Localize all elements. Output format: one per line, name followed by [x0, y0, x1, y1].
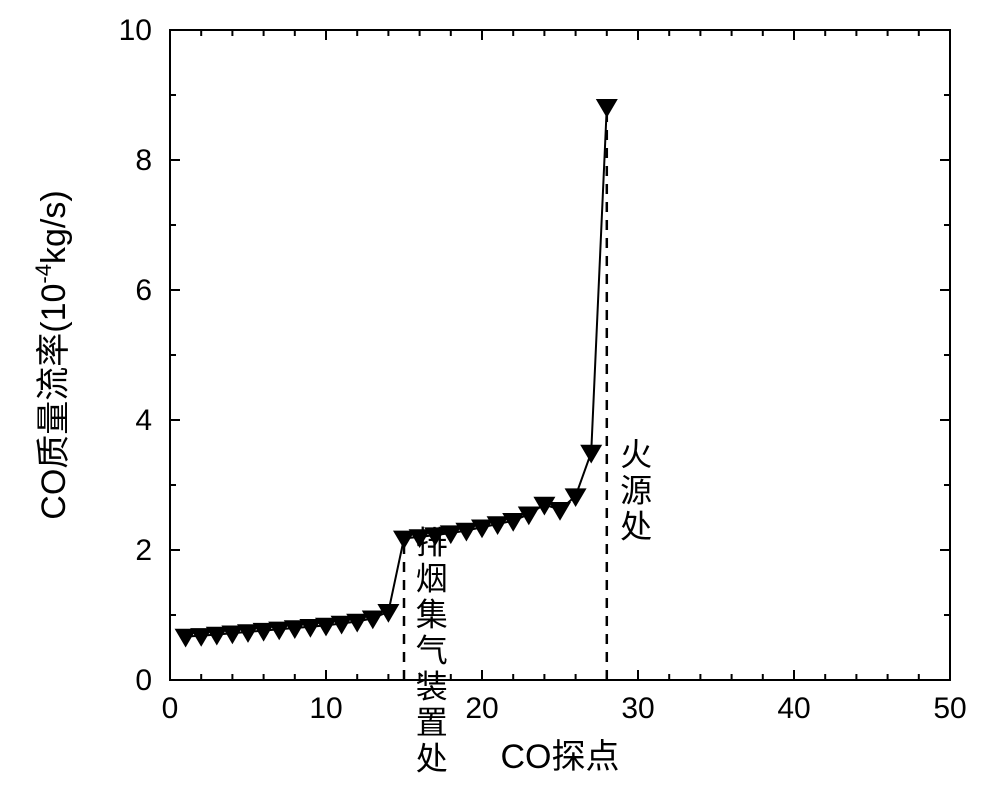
annotation-text: 火源处: [620, 437, 652, 545]
co-flow-chart: 0 10 20 30 40 50 0 2 4 6 8 10 CO探点 CO质量流率(10-4kg/s) 排烟…: [0, 0, 1000, 802]
series-line: [186, 107, 607, 637]
y-tick-label: 0: [135, 664, 152, 697]
annotation-text: 排烟集气装置处: [416, 524, 448, 776]
data-marker: [580, 445, 602, 464]
x-tick-label: 0: [162, 692, 179, 725]
data-marker: [596, 99, 618, 118]
x-tick-label: 40: [777, 692, 810, 725]
x-tick-label: 20: [465, 692, 498, 725]
x-tick-label: 10: [309, 692, 342, 725]
x-axis-label: CO探点: [501, 738, 620, 776]
y-tick-label: 6: [135, 274, 152, 307]
y-tick-label: 8: [135, 144, 152, 177]
x-tick-label: 50: [933, 692, 966, 725]
x-tick-label: 30: [621, 692, 654, 725]
y-tick-label: 10: [119, 14, 152, 47]
y-tick-label: 2: [135, 534, 152, 567]
y-tick-label: 4: [135, 404, 152, 437]
data-marker: [549, 502, 571, 521]
chart-svg: 0 10 20 30 40 50 0 2 4 6 8 10 CO探点 CO质量流率(10-4kg/s) 排烟…: [0, 0, 1000, 802]
y-axis-label: CO质量流率(10-4kg/s): [31, 190, 73, 519]
